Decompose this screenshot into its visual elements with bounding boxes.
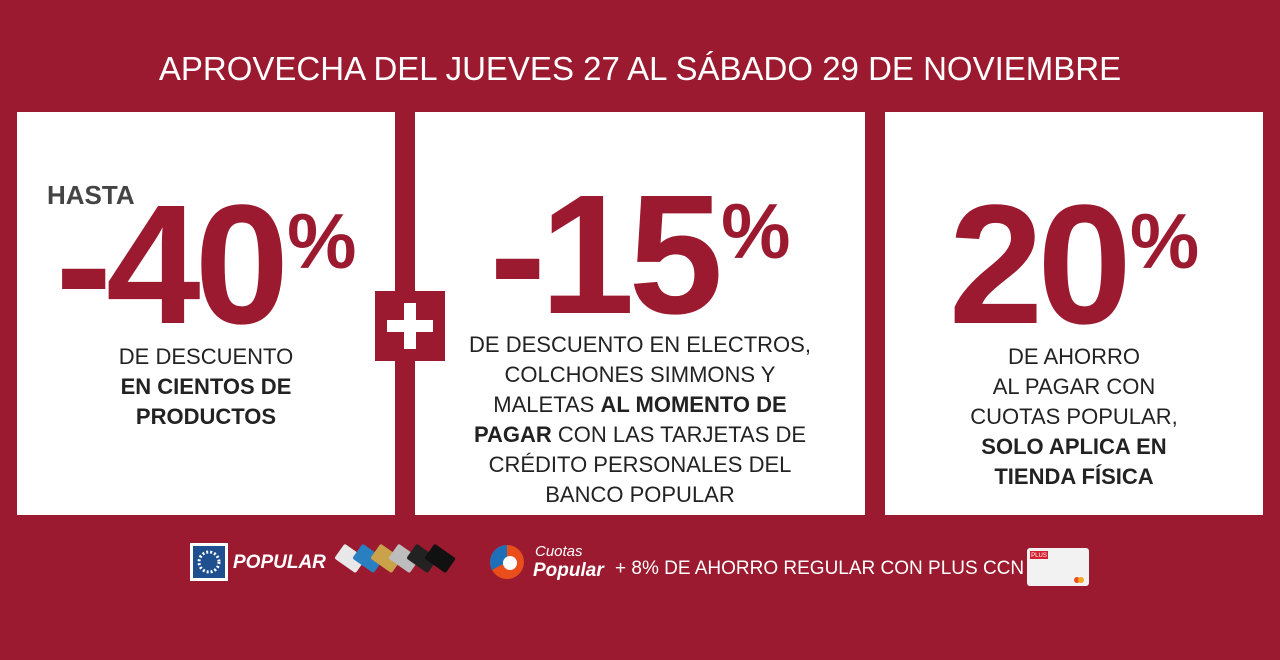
cuotas-top: Cuotas — [535, 543, 583, 560]
panel: HASTA -40% DE DESCUENTO EN CIENTOS DE PROD… — [17, 112, 395, 515]
discount: 20% — [885, 167, 1263, 363]
offer: + 8% DE AHORRO REGULAR CON PLUS CCN — [615, 558, 1025, 579]
text: BANCO POPULAR — [545, 482, 735, 507]
text: MALETAS — [493, 392, 601, 417]
text-line: PAGAR CON LAS TARJETAS DE — [415, 420, 865, 450]
bold-text: PAGAR — [473, 422, 552, 447]
card-label: PLUS — [1031, 553, 1047, 559]
plus-icon — [375, 291, 445, 361]
bold-text: TIENDA FÍSICA — [994, 464, 1154, 489]
discount: -40% — [17, 167, 395, 363]
unit: % — [721, 187, 791, 275]
prefix: HASTA — [47, 180, 135, 210]
description: DE AHORRO AL PAGAR CON CUOTAS POPULAR, SOLO… — [885, 342, 1263, 492]
text-line: TIENDA FÍSICA — [885, 462, 1263, 492]
text: DE DESCUENTO EN ELECTROS, — [469, 332, 811, 357]
text-line: BANCO POPULAR — [415, 480, 865, 510]
panel: -15% DE DESCUENTO EN ELECTROS, COLCHONES … — [415, 112, 865, 515]
description: DE DESCUENTO EN CIENTOS DE PRODUCTOS — [17, 342, 395, 432]
cards — [335, 544, 456, 573]
text-line: DE DESCUENTO EN ELECTROS, — [415, 330, 865, 360]
plus-card: PLUS — [1027, 548, 1089, 586]
cuotas-logo — [490, 545, 524, 579]
text-line: EN CIENTOS DE — [17, 372, 395, 402]
discount: -15% — [415, 157, 865, 353]
popular-logo — [190, 543, 228, 581]
text-line: PRODUCTOS — [17, 402, 395, 432]
text-line: SOLO APLICA EN — [885, 432, 1263, 462]
text-line: DE AHORRO — [885, 342, 1263, 372]
text: AL PAGAR CON — [992, 374, 1156, 399]
bold-text: SOLO APLICA EN — [981, 434, 1167, 459]
text: COLCHONES SIMMONS Y — [504, 362, 776, 387]
bold-text: EN CIENTOS DE — [120, 374, 292, 399]
number: 20 — [948, 170, 1132, 360]
unit: % — [287, 197, 357, 285]
unit: % — [1129, 197, 1200, 285]
bold-text: AL MOMENTO DE — [600, 392, 787, 417]
text-line: CUOTAS POPULAR, — [885, 402, 1263, 432]
description: DE DESCUENTO EN ELECTROS, COLCHONES SIMMO… — [415, 330, 865, 510]
text: CON LAS TARJETAS DE — [551, 422, 807, 447]
number: -40 — [55, 170, 289, 360]
text-line: DE DESCUENTO — [17, 342, 395, 372]
bold-text: PRODUCTOS — [135, 404, 277, 429]
text-line: MALETAS AL MOMENTO DE — [415, 390, 865, 420]
text: CUOTAS POPULAR, — [970, 404, 1178, 429]
text-line: CRÉDITO PERSONALES DEL — [415, 450, 865, 480]
cuotas-bottom: Popular — [533, 560, 604, 581]
brand: POPULAR — [233, 552, 326, 573]
text-line: COLCHONES SIMMONS Y — [415, 360, 865, 390]
number: -15 — [489, 160, 723, 350]
title: APROVECHA DEL JUEVES 27 AL SÁBADO 29 DE … — [158, 50, 1122, 87]
panel: 20% DE AHORRO AL PAGAR CON CUOTAS POPULAR,… — [885, 112, 1263, 515]
text: DE AHORRO — [1007, 344, 1141, 369]
text-line: AL PAGAR CON — [885, 372, 1263, 402]
text: CRÉDITO PERSONALES DEL — [488, 452, 792, 477]
text: DE DESCUENTO — [118, 344, 294, 369]
